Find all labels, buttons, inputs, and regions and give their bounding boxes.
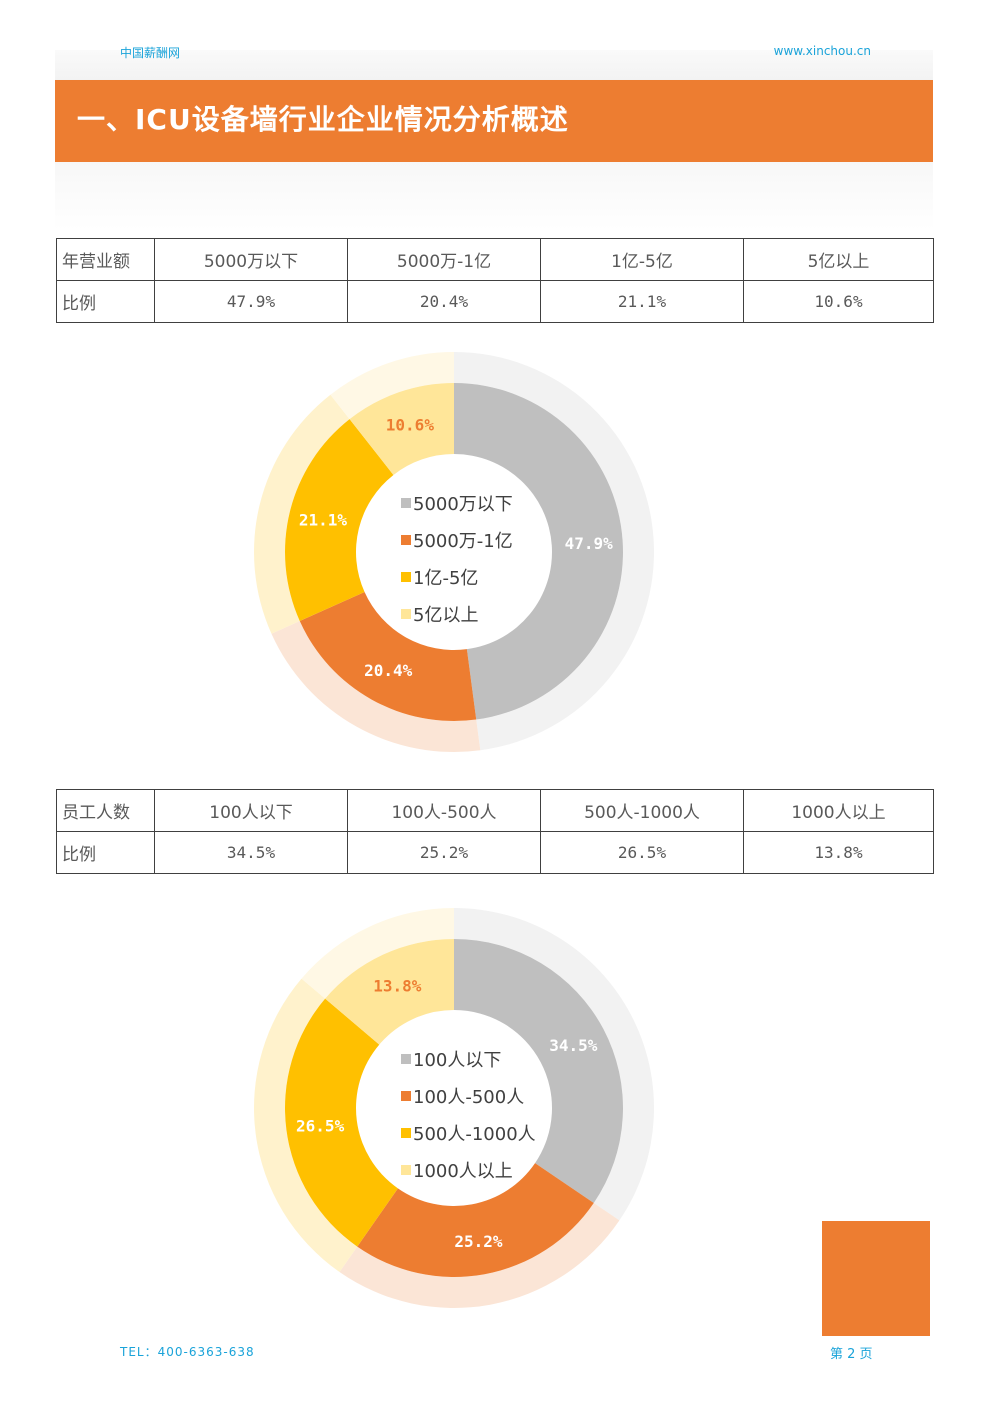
- table-cell: 47.9%: [154, 280, 348, 323]
- data-label: 34.5%: [549, 1036, 598, 1055]
- table-header-label: 员工人数: [56, 789, 155, 832]
- data-label: 26.5%: [296, 1116, 345, 1135]
- table-row: 比例 47.9% 20.4% 21.1% 10.6%: [56, 280, 934, 323]
- donut-slice: [325, 939, 454, 1045]
- outer-ring-segment: [454, 908, 654, 1221]
- section-banner: 一、ICU设备墙行业企业情况分析概述: [55, 80, 933, 162]
- section-title: 一、ICU设备墙行业企业情况分析概述: [77, 103, 569, 136]
- outer-ring-segment: [271, 621, 481, 752]
- decorative-block: [822, 1221, 930, 1336]
- outer-ring-segment: [330, 352, 454, 420]
- legend-swatch: [401, 572, 411, 582]
- table-col-header: 5亿以上: [743, 238, 934, 281]
- revenue-donut-chart: 47.9% 20.4% 21.1% 10.6% 5000万以下 5000万-1亿 1亿-5亿…: [253, 352, 655, 752]
- data-label: 25.2%: [454, 1232, 503, 1251]
- legend-swatch: [401, 1128, 411, 1138]
- legend-label: 5亿以上: [413, 605, 478, 626]
- page-number: 第 2 页: [830, 1347, 873, 1362]
- legend-label: 100人-500人: [413, 1087, 524, 1108]
- table-col-header: 500人-1000人: [540, 789, 744, 832]
- outer-ring-segment: [339, 1202, 620, 1308]
- table-row-label: 比例: [56, 831, 155, 874]
- table-row: 比例 34.5% 25.2% 26.5% 13.8%: [56, 831, 934, 874]
- legend-label: 5000万以下: [413, 494, 513, 515]
- table-cell: 26.5%: [540, 831, 744, 874]
- outer-ring-segment: [253, 394, 350, 634]
- data-label: 21.1%: [299, 511, 348, 530]
- employees-donut-chart: 34.5% 25.2% 26.5% 13.8% 100人以下 100人-500人 500人-…: [253, 908, 654, 1308]
- data-label: 10.6%: [386, 415, 435, 434]
- table-row: 员工人数 100人以下 100人-500人 500人-1000人 1000人以上: [56, 789, 934, 832]
- donut-slice: [454, 383, 623, 720]
- donut-slice: [285, 419, 394, 622]
- table-col-header: 100人-500人: [347, 789, 541, 832]
- header-band: [55, 50, 933, 82]
- table-row: 年营业额 5000万以下 5000万-1亿 1亿-5亿 5亿以上: [56, 238, 934, 281]
- legend-swatch: [401, 1165, 411, 1175]
- table-header-label: 年营业额: [56, 238, 155, 281]
- legend-swatch: [401, 535, 411, 545]
- table-col-header: 1000人以上: [743, 789, 934, 832]
- table-cell: 13.8%: [743, 831, 934, 874]
- footer-tel: TEL：400-6363-638: [120, 1345, 255, 1359]
- table-cell: 10.6%: [743, 280, 934, 323]
- table-cell: 21.1%: [540, 280, 744, 323]
- table-cell: 20.4%: [347, 280, 541, 323]
- donut-slice: [285, 998, 398, 1247]
- outer-ring-segment: [253, 978, 358, 1272]
- outer-ring-segment: [301, 908, 454, 999]
- legend-label: 1000人以上: [413, 1161, 513, 1182]
- legend-label: 1亿-5亿: [413, 568, 478, 589]
- employees-table: 员工人数 100人以下 100人-500人 500人-1000人 1000人以上…: [56, 789, 934, 874]
- outer-ring-segment: [454, 352, 655, 751]
- legend-label: 500人-1000人: [413, 1124, 536, 1145]
- table-col-header: 100人以下: [154, 789, 348, 832]
- legend-swatch: [401, 609, 411, 619]
- revenue-table: 年营业额 5000万以下 5000万-1亿 1亿-5亿 5亿以上 比例 47.9…: [56, 238, 934, 323]
- donut-slice: [349, 383, 454, 475]
- donut-slice: [454, 939, 623, 1203]
- legend-swatch: [401, 1091, 411, 1101]
- table-row-label: 比例: [56, 280, 155, 323]
- banner-shadow: [55, 162, 933, 230]
- donut-slice: [357, 1163, 594, 1277]
- legend-label: 100人以下: [413, 1050, 501, 1071]
- site-url[interactable]: www.xinchou.cn: [773, 44, 871, 58]
- data-label: 13.8%: [373, 976, 422, 995]
- table-cell: 25.2%: [347, 831, 541, 874]
- data-label: 47.9%: [565, 534, 614, 553]
- table-col-header: 1亿-5亿: [540, 238, 744, 281]
- legend-swatch: [401, 1054, 411, 1064]
- donut-slice: [299, 592, 477, 721]
- legend-label: 5000万-1亿: [413, 531, 513, 552]
- table-col-header: 5000万以下: [154, 238, 348, 281]
- legend-swatch: [401, 498, 411, 508]
- table-cell: 34.5%: [154, 831, 348, 874]
- data-label: 20.4%: [364, 661, 413, 680]
- site-name[interactable]: 中国薪酬网: [120, 46, 181, 60]
- table-col-header: 5000万-1亿: [347, 238, 541, 281]
